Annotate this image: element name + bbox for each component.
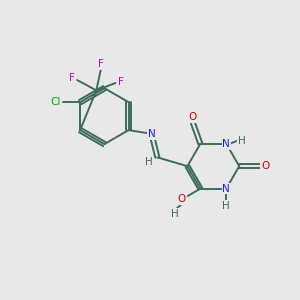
Text: F: F	[69, 73, 75, 83]
Text: O: O	[261, 161, 269, 171]
Text: H: H	[145, 157, 152, 167]
Text: H: H	[222, 201, 230, 211]
Text: N: N	[222, 184, 230, 194]
Text: F: F	[98, 59, 104, 70]
Text: O: O	[188, 112, 196, 122]
Text: O: O	[177, 194, 185, 204]
Text: H: H	[238, 136, 245, 146]
Text: N: N	[222, 139, 230, 149]
Text: F: F	[118, 76, 124, 86]
Text: H: H	[171, 209, 179, 219]
Text: N: N	[148, 129, 155, 139]
Text: Cl: Cl	[50, 97, 61, 107]
